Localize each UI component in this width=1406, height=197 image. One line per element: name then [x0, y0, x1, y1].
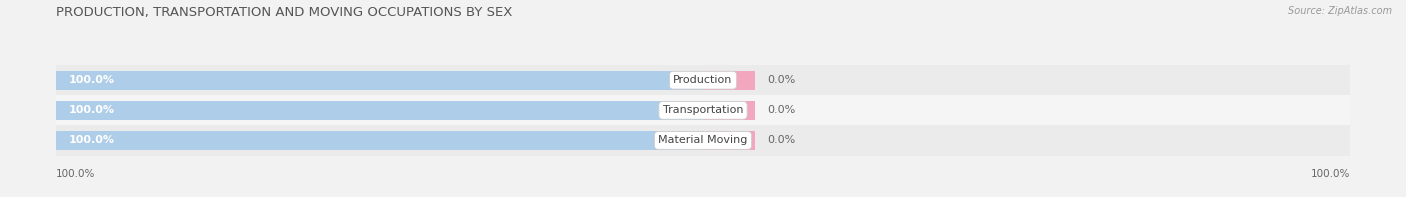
Text: PRODUCTION, TRANSPORTATION AND MOVING OCCUPATIONS BY SEX: PRODUCTION, TRANSPORTATION AND MOVING OC…	[56, 6, 513, 19]
Text: 100.0%: 100.0%	[69, 105, 115, 115]
Text: 0.0%: 0.0%	[768, 136, 796, 145]
Bar	[56, 101, 703, 120]
Text: Material Moving: Material Moving	[658, 136, 748, 145]
Bar	[703, 101, 755, 120]
Bar	[56, 71, 703, 89]
Text: 0.0%: 0.0%	[768, 105, 796, 115]
Text: 100.0%: 100.0%	[69, 136, 115, 145]
Bar	[703, 131, 755, 150]
Bar	[703, 71, 755, 89]
Bar	[56, 131, 703, 150]
Text: Transportation: Transportation	[662, 105, 744, 115]
Text: 0.0%: 0.0%	[768, 75, 796, 85]
Text: 100.0%: 100.0%	[1310, 169, 1350, 179]
Bar	[56, 65, 1350, 95]
Text: 100.0%: 100.0%	[69, 75, 115, 85]
Bar	[56, 95, 1350, 125]
Bar	[56, 125, 1350, 155]
Text: 100.0%: 100.0%	[56, 169, 96, 179]
Text: Source: ZipAtlas.com: Source: ZipAtlas.com	[1288, 6, 1392, 16]
Text: Production: Production	[673, 75, 733, 85]
